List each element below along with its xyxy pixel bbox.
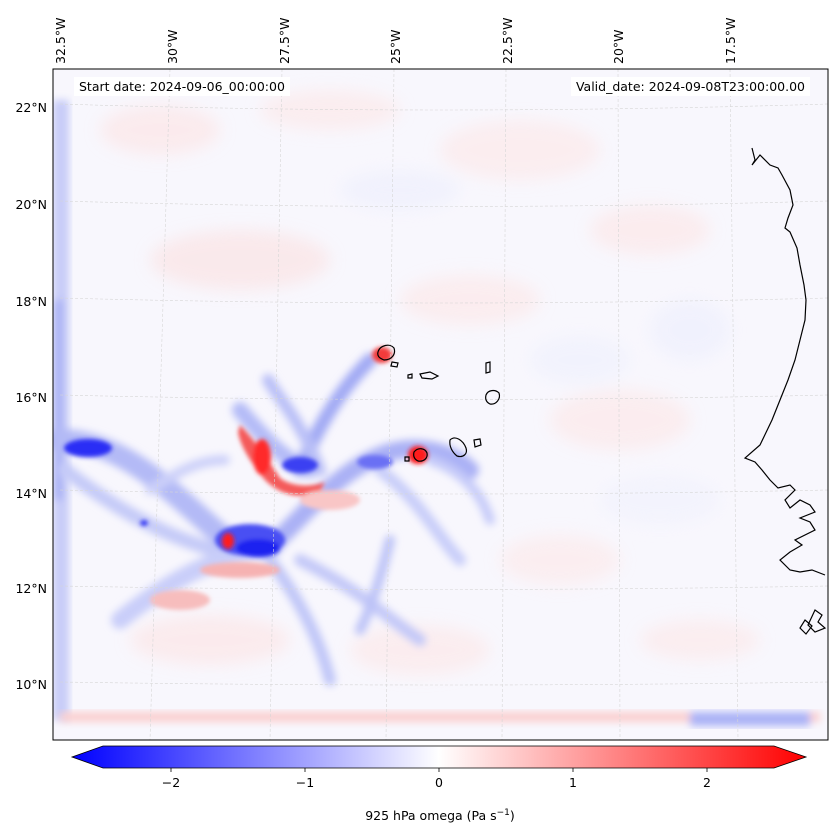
colorbar-body [70, 745, 808, 769]
colorbar-tick-label: 1 [569, 775, 577, 790]
lat-label: 12°N [15, 581, 47, 596]
lat-label: 14°N [15, 486, 47, 501]
lat-label: 18°N [15, 294, 47, 309]
lon-label: 20°W [611, 29, 626, 64]
west-african-coastline [743, 147, 826, 576]
lat-label: 16°N [15, 390, 47, 405]
colorbar: −2 −1 0 1 2 925 hPa omega (Pa s−1) [70, 745, 808, 823]
colorbar-label-text: 925 hPa omega (Pa s [365, 808, 496, 823]
colorbar-tick-label: −1 [296, 775, 314, 790]
valid-date-label: Valid_date: 2024-09-08T23:00:00.00 [570, 77, 810, 96]
strong-ascent-cores [64, 439, 393, 557]
cape-verde-islands [377, 344, 501, 462]
colorbar-tick-label: 2 [703, 775, 711, 790]
lon-label: 25°W [388, 29, 403, 64]
lat-label: 10°N [15, 677, 47, 692]
start-date-label: Start date: 2024-09-06_00:00:00 [74, 77, 290, 96]
graticule [59, 69, 828, 740]
lon-label: 32.5°W [53, 18, 68, 64]
lon-label: 27.5°W [277, 18, 292, 64]
southern-edge-band [60, 712, 820, 726]
lon-label: 22.5°W [500, 18, 515, 64]
colorbar-tick-label: 0 [435, 775, 443, 790]
colorbar-label-exponent: −1 [497, 808, 510, 818]
lon-label: 17.5°W [723, 18, 738, 64]
latitude-labels: 22°N 20°N 18°N 16°N 14°N 12°N 10°N [15, 100, 47, 692]
background-field [100, 90, 760, 675]
western-edge-band [53, 100, 69, 720]
map-panel [53, 69, 828, 740]
longitude-labels: 32.5°W 30°W 27.5°W 25°W 22.5°W 20°W 17.5… [53, 18, 738, 64]
colorbar-ticks [170, 768, 708, 772]
lat-label: 20°N [15, 197, 47, 212]
colorbar-tick-label: −2 [162, 775, 180, 790]
lon-label: 30°W [165, 29, 180, 64]
colorbar-tick-labels: −2 −1 0 1 2 [162, 775, 711, 790]
colorbar-label-suffix: ) [510, 808, 515, 823]
lat-label: 22°N [15, 100, 47, 115]
descent-regions [150, 347, 428, 610]
coastlines [743, 147, 827, 635]
colorbar-label: 925 hPa omega (Pa s−1) [365, 808, 515, 823]
map-frame [52, 68, 829, 741]
